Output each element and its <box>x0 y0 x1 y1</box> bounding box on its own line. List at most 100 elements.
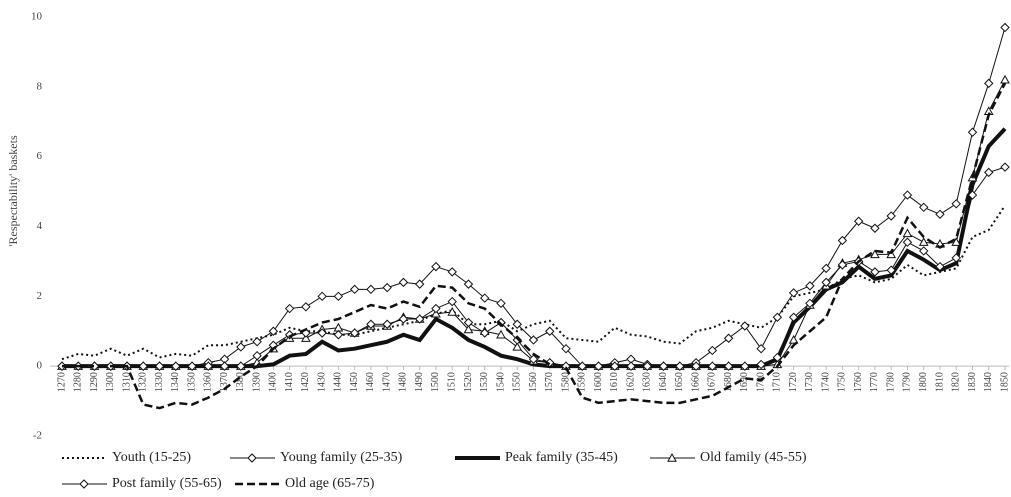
x-tick-label: 1770 <box>869 372 880 392</box>
marker <box>577 361 587 371</box>
x-tick-label: 1290 <box>89 372 100 392</box>
x-tick-label: 1820 <box>951 372 962 392</box>
x-tick-label: 1440 <box>333 372 344 392</box>
x-tick-label: 1380 <box>235 372 246 392</box>
marker <box>1000 74 1010 84</box>
x-tick-label: 1540 <box>495 372 506 392</box>
x-tick-label: 1350 <box>186 372 197 392</box>
marker <box>317 291 327 302</box>
x-tick-label: 1430 <box>316 372 327 392</box>
marker <box>414 279 425 289</box>
marker <box>967 190 978 200</box>
x-tick-label: 1480 <box>398 372 409 392</box>
marker <box>333 322 344 332</box>
marker <box>301 302 311 312</box>
marker <box>593 361 604 371</box>
series-line <box>62 82 1007 410</box>
x-tick-label: 1410 <box>284 372 295 392</box>
marker <box>821 277 831 288</box>
marker <box>837 235 848 246</box>
x-tick-label: 1630 <box>642 372 653 392</box>
marker <box>431 261 441 272</box>
x-tick-label: 1570 <box>544 372 555 392</box>
marker <box>707 361 718 371</box>
marker <box>772 352 783 363</box>
x-tick-label: 1320 <box>138 372 149 392</box>
marker <box>463 317 474 328</box>
marker <box>382 319 392 329</box>
y-tick-label: 8 <box>37 80 43 92</box>
x-tick-label: 1780 <box>885 372 896 392</box>
marker <box>333 330 344 340</box>
x-tick-label: 1500 <box>430 372 441 392</box>
x-tick-label: 1700 <box>755 372 766 392</box>
marker <box>219 361 230 371</box>
series-line <box>62 127 1007 369</box>
marker <box>723 333 734 343</box>
x-tick-label: 1280 <box>73 372 84 392</box>
marker <box>496 298 506 309</box>
marker <box>252 337 262 347</box>
marker <box>740 321 750 331</box>
marker <box>236 361 246 371</box>
x-tick-label: 1740 <box>820 372 831 392</box>
marker <box>837 260 848 270</box>
marker <box>366 319 376 329</box>
x-tick-label: 1720 <box>788 372 799 392</box>
marker <box>918 246 929 256</box>
x-tick-label: 1670 <box>707 372 718 392</box>
marker <box>886 211 896 221</box>
marker <box>545 326 555 336</box>
marker <box>171 361 181 371</box>
marker <box>870 249 880 259</box>
marker <box>431 303 441 314</box>
x-tick-label: 1710 <box>772 372 783 392</box>
marker <box>967 127 978 137</box>
x-tick-label: 1390 <box>251 372 262 392</box>
x-tick-label: 1420 <box>300 372 311 392</box>
marker <box>89 361 100 371</box>
marker <box>447 267 457 277</box>
y-tick-label: 4 <box>37 220 43 232</box>
y-tick-label: 6 <box>37 150 43 162</box>
marker <box>951 199 961 209</box>
marker <box>870 267 880 277</box>
marker <box>138 361 149 371</box>
marker <box>675 361 685 371</box>
x-tick-label: 1730 <box>804 372 815 392</box>
marker <box>902 228 913 238</box>
legend-label: Young family (25-35) <box>280 450 403 465</box>
x-tick-label: 1490 <box>414 372 425 392</box>
x-tick-label: 1620 <box>625 372 636 392</box>
marker <box>528 354 539 364</box>
x-tick-label: 1810 <box>934 372 945 392</box>
x-tick-label: 1680 <box>723 372 734 392</box>
marker <box>951 253 961 263</box>
marker <box>707 345 718 356</box>
x-tick-label: 1600 <box>593 372 604 392</box>
x-tick-label: 1560 <box>528 372 539 392</box>
marker <box>431 308 441 318</box>
marker <box>398 314 409 324</box>
x-tick-label: 1590 <box>577 372 588 392</box>
marker <box>886 265 896 275</box>
x-tick-label: 1330 <box>154 372 165 392</box>
marker <box>333 291 344 302</box>
marker <box>301 333 311 342</box>
x-tick-label: 1790 <box>902 372 913 392</box>
x-tick-label: 1450 <box>349 372 360 392</box>
y-axis-label: 'Respectability' baskets <box>6 135 20 247</box>
marker <box>805 281 815 291</box>
marker <box>366 284 376 295</box>
marker <box>902 190 913 200</box>
marker <box>252 350 262 361</box>
marker <box>870 223 880 233</box>
marker <box>886 249 897 259</box>
marker <box>853 216 864 226</box>
x-tick-label: 1750 <box>837 372 848 392</box>
y-tick-label: 2 <box>37 290 43 302</box>
marker <box>610 361 620 371</box>
marker <box>691 361 701 371</box>
marker <box>723 361 734 371</box>
marker <box>984 167 994 178</box>
